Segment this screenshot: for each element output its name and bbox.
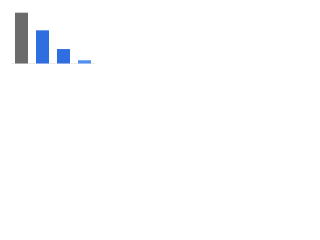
chart bbox=[0, 0, 100, 71]
bar bbox=[56, 49, 71, 64]
page: {"chart_data": {"type": "bar", "categori… bbox=[0, 0, 100, 71]
bar bbox=[77, 60, 92, 64]
bar bbox=[14, 12, 29, 64]
bar bbox=[35, 30, 50, 64]
